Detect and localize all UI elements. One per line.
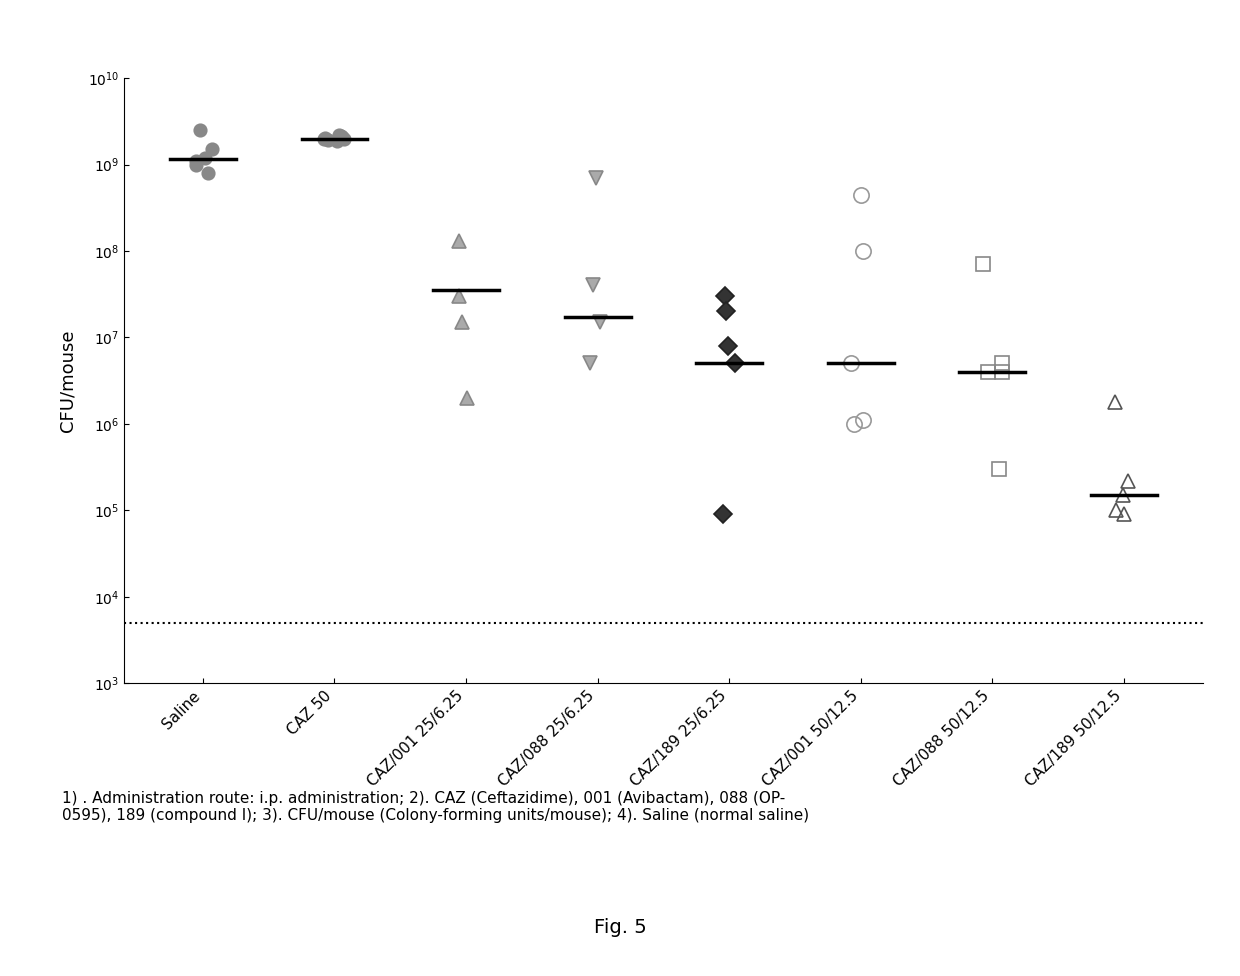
Text: 1) . Administration route: i.p. administration; 2). CAZ (Ceftazidime), 001 (Avib: 1) . Administration route: i.p. administ… xyxy=(62,791,810,823)
Y-axis label: CFU/mouse: CFU/mouse xyxy=(58,329,77,432)
Text: Fig. 5: Fig. 5 xyxy=(594,918,646,937)
